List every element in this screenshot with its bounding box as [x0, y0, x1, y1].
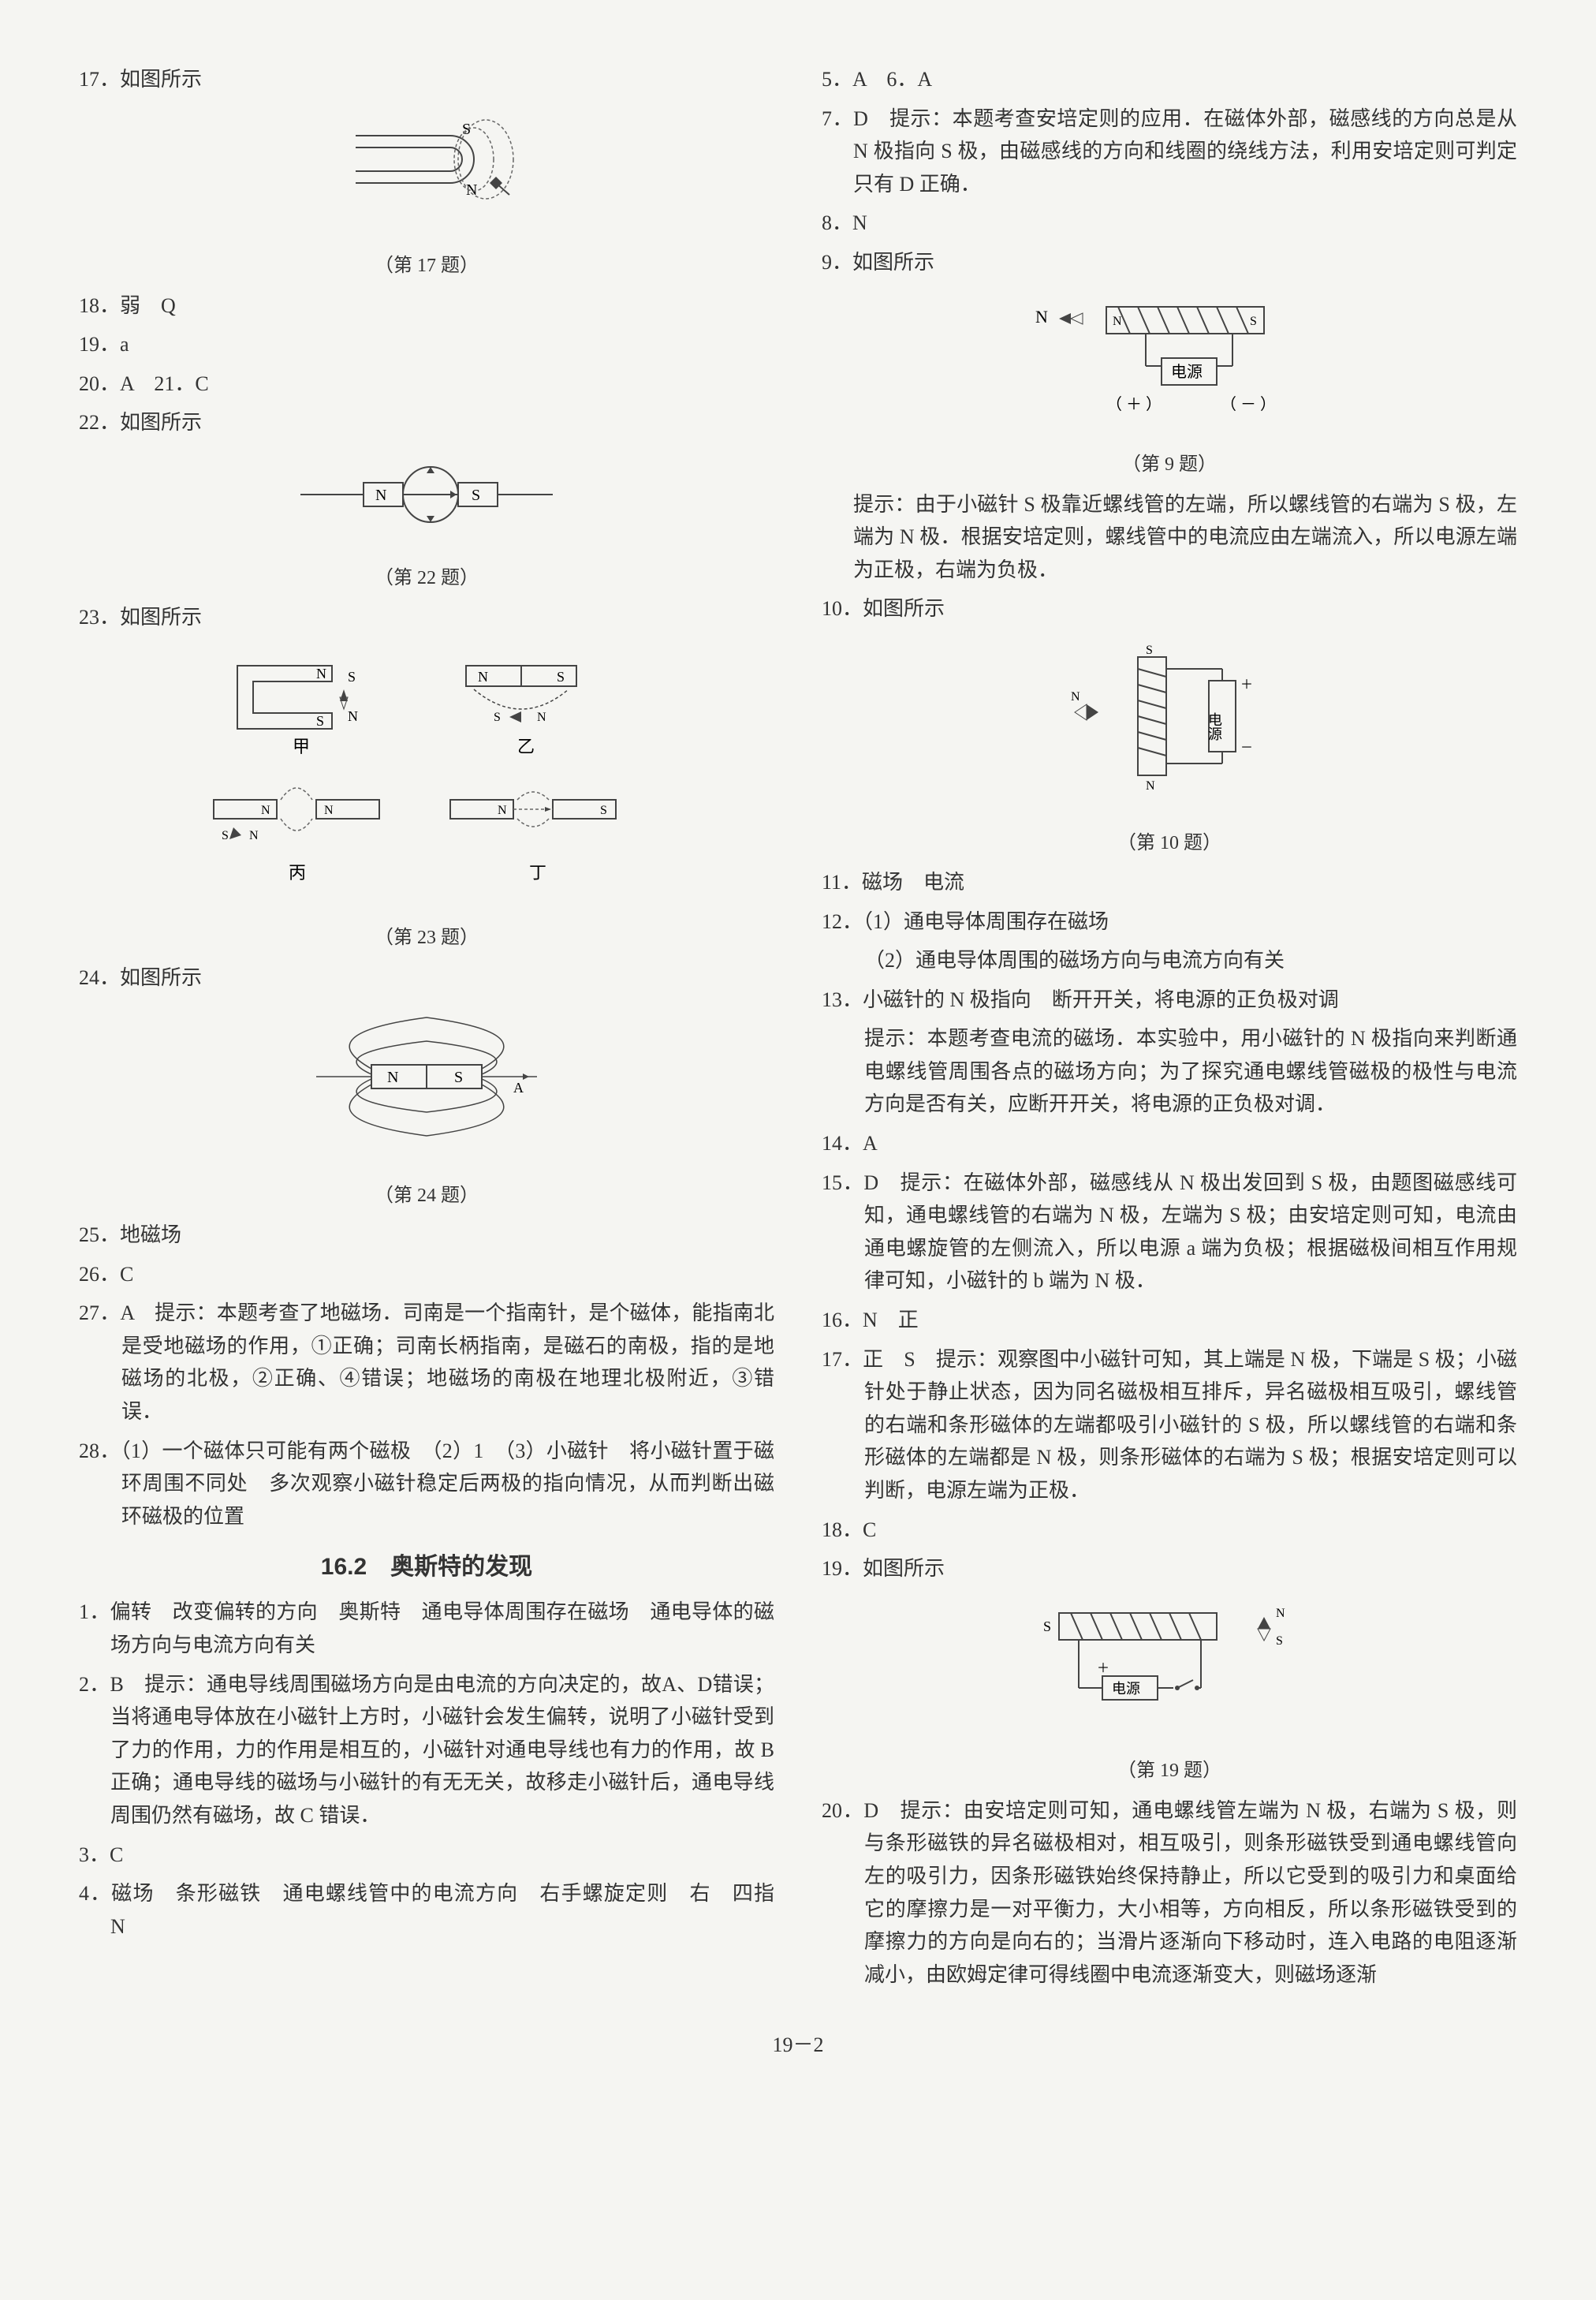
q22-label: 22．如图所示: [79, 406, 774, 439]
svg-text:S: S: [472, 487, 480, 504]
r12a: 12．（1）通电导体周围存在磁场: [822, 905, 1517, 939]
svg-text:S: S: [1250, 315, 1257, 328]
q26: 26．C: [79, 1258, 774, 1291]
r10-caption: （第 10 题）: [822, 828, 1517, 858]
svg-text:S: S: [454, 1069, 463, 1086]
svg-text:N: N: [261, 804, 270, 817]
right-column: 5．A 6．A 7．D 提示：本题考查安培定则的应用．在磁体外部，磁感线的方向总…: [822, 63, 1517, 1997]
s3: 3．C: [79, 1839, 774, 1872]
svg-text:N: N: [498, 804, 507, 817]
r15: 15．D 提示：在磁体外部，磁感线从 N 极出发回到 S 极，由题图磁感线可知，…: [822, 1167, 1517, 1297]
svg-text:N: N: [1113, 315, 1122, 328]
svg-text:N: N: [316, 666, 326, 681]
svg-text:N: N: [1071, 690, 1080, 704]
r11: 11．磁场 电流: [822, 866, 1517, 899]
r9-figure: N N S 电源 （ ＋ ） （ － ）: [822, 287, 1517, 480]
svg-text:S: S: [462, 121, 471, 138]
q19: 19．a: [79, 328, 774, 361]
svg-text:甲: 甲: [293, 737, 310, 756]
svg-text:S: S: [316, 713, 324, 729]
svg-text:N: N: [387, 1069, 398, 1086]
q23-caption: （第 23 题）: [79, 923, 774, 953]
svg-text:N: N: [249, 829, 259, 842]
r9-caption: （第 9 题）: [822, 450, 1517, 480]
svg-text:N: N: [478, 669, 488, 685]
r19-figure: S 电源 ＋ N: [822, 1593, 1517, 1787]
q25: 25．地磁场: [79, 1219, 774, 1252]
q27: 27．A 提示：本题考查了地磁场．司南是一个指南针，是个磁体，能指南北是受地磁场…: [79, 1297, 774, 1428]
section-title: 16.2 奥斯特的发现: [79, 1548, 774, 1586]
svg-text:N: N: [324, 804, 334, 817]
q23-figure: N S S N 甲 N S S N 乙 N: [79, 642, 774, 954]
r7: 7．D 提示：本题考查安培定则的应用．在磁体外部，磁感线的方向总是从 N 极指向…: [822, 103, 1517, 201]
s4: 4．磁场 条形磁铁 通电螺线管中的电流方向 右手螺旋定则 右 四指 N: [79, 1877, 774, 1943]
svg-text:N: N: [1146, 779, 1155, 793]
svg-text:A: A: [513, 1080, 524, 1096]
q17-figure: S N （第 17 题）: [79, 104, 774, 282]
svg-text:N: N: [1276, 1607, 1285, 1620]
q23-label: 23．如图所示: [79, 601, 774, 634]
r12b: （2）通电导体周围的磁场方向与电流方向有关: [822, 944, 1517, 977]
q22-figure: N S （第 22 题）: [79, 447, 774, 593]
r5-6: 5．A 6．A: [822, 63, 1517, 96]
svg-text:N: N: [375, 487, 386, 504]
r8: 8．N: [822, 207, 1517, 240]
svg-text:S: S: [1276, 1634, 1283, 1648]
q28: 28．（1）一个磁体只可能有两个磁极 （2）1 （3）小磁针 将小磁针置于磁环周…: [79, 1435, 774, 1533]
svg-text:－: －: [1240, 741, 1253, 755]
svg-text:S: S: [1146, 644, 1153, 657]
svg-text:（ － ）: （ － ）: [1221, 395, 1276, 413]
r17: 17．正 S 提示：观察图中小磁针可知，其上端是 N 极，下端是 S 极；小磁针…: [822, 1343, 1517, 1507]
page-layout: 17．如图所示 S N （第 17 题） 18．弱 Q 19．a 20．A 21…: [79, 63, 1517, 1997]
q24-figure: N S A （第 24 题）: [79, 1002, 774, 1211]
r10-figure: N S N 电源 ＋ － （第 10 题）: [822, 633, 1517, 858]
r10-label: 10．如图所示: [822, 592, 1517, 625]
svg-text:（ ＋ ）: （ ＋ ）: [1106, 395, 1162, 413]
svg-text:丙: 丙: [289, 863, 306, 883]
svg-text:电源: 电源: [1112, 1681, 1140, 1697]
r19-label: 19．如图所示: [822, 1552, 1517, 1585]
r19-caption: （第 19 题）: [822, 1756, 1517, 1786]
svg-text:电源: 电源: [1206, 712, 1222, 741]
r16: 16．N 正: [822, 1304, 1517, 1337]
r18: 18．C: [822, 1514, 1517, 1547]
r14: 14．A: [822, 1127, 1517, 1160]
q22-caption: （第 22 题）: [79, 563, 774, 593]
r13: 13．小磁针的 N 极指向 断开开关，将电源的正负极对调: [822, 984, 1517, 1017]
page-number: 19－2: [79, 2029, 1517, 2062]
svg-text:S: S: [600, 804, 607, 817]
r9-label: 9．如图所示: [822, 246, 1517, 279]
q18: 18．弱 Q: [79, 289, 774, 323]
svg-text:S: S: [494, 711, 501, 724]
svg-text:N: N: [348, 708, 358, 724]
svg-text:N: N: [1035, 307, 1048, 327]
left-column: 17．如图所示 S N （第 17 题） 18．弱 Q 19．a 20．A 21…: [79, 63, 774, 1997]
s1: 1．偏转 改变偏转的方向 奥斯特 通电导体周围存在磁场 通电导体的磁场方向与电流…: [79, 1596, 774, 1661]
q20-21: 20．A 21．C: [79, 368, 774, 401]
q17-caption: （第 17 题）: [79, 251, 774, 281]
svg-text:S: S: [1043, 1619, 1051, 1634]
r9-hint: 提示：由于小磁针 S 极靠近螺线管的左端，所以螺线管的右端为 S 极，左端为 N…: [822, 488, 1517, 587]
svg-text:乙: 乙: [517, 737, 535, 756]
svg-text:＋: ＋: [1097, 1662, 1109, 1675]
svg-text:电源: 电源: [1171, 363, 1203, 381]
svg-text:S: S: [557, 669, 565, 685]
r13-hint: 提示：本题考查电流的磁场．本实验中，用小磁针的 N 极指向来判断通电螺线管周围各…: [822, 1022, 1517, 1121]
s2: 2．B 提示：通电导线周围磁场方向是由电流的方向决定的，故A、D错误；当将通电导…: [79, 1668, 774, 1832]
svg-text:S: S: [348, 669, 356, 685]
svg-text:N: N: [537, 711, 546, 724]
svg-text:S: S: [222, 829, 229, 842]
q17-label: 17．如图所示: [79, 63, 774, 96]
q24-caption: （第 24 题）: [79, 1181, 774, 1211]
r20: 20．D 提示：由安培定则可知，通电螺线管左端为 N 极，右端为 S 极，则与条…: [822, 1794, 1517, 1992]
q24-label: 24．如图所示: [79, 961, 774, 995]
svg-text:丁: 丁: [529, 863, 546, 883]
svg-text:＋: ＋: [1240, 678, 1253, 692]
